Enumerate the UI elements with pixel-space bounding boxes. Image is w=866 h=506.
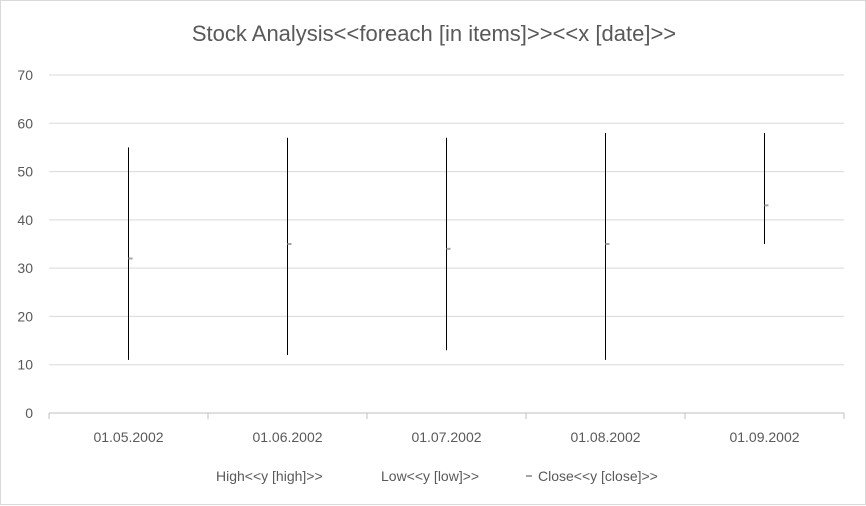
legend: High<<y [high]>> Low<<y [low]>> Close<<y…: [216, 468, 658, 484]
y-tick-label: 50: [17, 164, 33, 180]
y-tick-label: 0: [25, 405, 33, 421]
y-tick-label: 20: [17, 308, 33, 324]
x-axis: [48, 412, 845, 419]
y-tick-label: 60: [17, 115, 33, 131]
x-tick-label: 01.06.2002: [252, 429, 322, 445]
x-tick-label: 01.07.2002: [411, 429, 481, 445]
legend-entry-high: High<<y [high]>>: [216, 468, 323, 484]
y-tick-label: 10: [17, 357, 33, 373]
legend-entry-low: Low<<y [low]>>: [381, 468, 479, 484]
y-tick-label: 70: [17, 67, 33, 83]
x-tick-label: 01.08.2002: [570, 429, 640, 445]
y-tick-label: 30: [17, 260, 33, 276]
stock-series: [128, 132, 769, 360]
x-tick-label: 01.09.2002: [729, 429, 799, 445]
chart-title: Stock Analysis<<foreach [in items]>><<x …: [192, 21, 676, 46]
x-axis-ticks: 01.05.2002 01.06.2002 01.07.2002 01.08.2002…: [93, 429, 799, 445]
x-tick-label: 01.05.2002: [93, 429, 163, 445]
legend-entry-close: Close<<y [close]>>: [538, 468, 658, 484]
y-axis-ticks: 0 10 20 30 40 50 60 70: [17, 67, 33, 421]
y-tick-label: 40: [17, 212, 33, 228]
